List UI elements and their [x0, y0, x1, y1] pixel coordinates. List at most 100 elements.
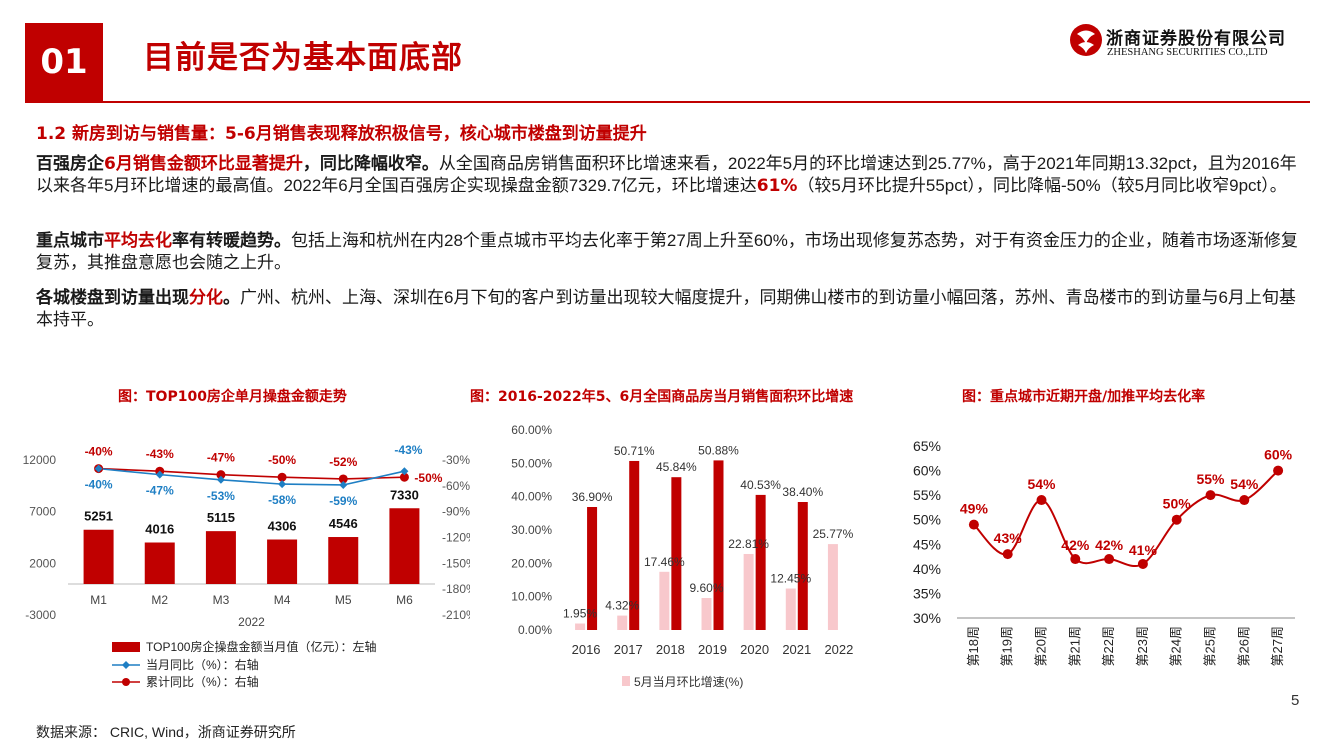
monthly-yoy-label: -53%: [207, 489, 235, 503]
june-bar-2019: [713, 460, 724, 630]
bar-value-label: 5115: [207, 510, 235, 525]
may-bar-2022: [827, 544, 838, 630]
cumulative-yoy-label: -43%: [146, 447, 174, 461]
paragraph-lead: 各城楼盘到访量出现: [36, 288, 189, 308]
sell-through-point: [1137, 558, 1148, 569]
sell-through-point: [1205, 490, 1216, 501]
sell-through-label: 42%: [1095, 537, 1124, 553]
logo-chinese-name: 浙商证券股份有限公司: [1106, 29, 1286, 49]
cumulative-yoy-point: [216, 470, 226, 480]
x-tick-label: M6: [396, 593, 413, 607]
y-tick-label: 35%: [913, 585, 941, 601]
logo-english-name: ZHESHANG SECURITIES CO.,LTD: [1107, 47, 1268, 58]
x-tick-label: 2020: [740, 642, 769, 657]
x-tick-label: 2018: [656, 642, 685, 657]
x-tick-label: 第26周: [1236, 626, 1251, 666]
bar-value-label: 4546: [329, 516, 358, 531]
y-tick-label: 30.00%: [511, 523, 552, 537]
paragraph-visits: 各城楼盘到访量出现分化。广州、杭州、上海、深圳在6月下旬的客户到访量出现较大幅度…: [36, 287, 1301, 330]
x-tick-label: 2017: [614, 642, 643, 657]
sell-through-label: 50%: [1163, 496, 1192, 512]
june-value-label: 36.90%: [572, 490, 613, 504]
zheshang-logo-icon: [1070, 24, 1102, 56]
x-tick-label: 第27周: [1270, 626, 1285, 666]
legend-may-label: 5月当月环比增速(%): [634, 675, 743, 689]
bar-M5: [328, 537, 359, 584]
sell-through-label: 54%: [1230, 476, 1259, 492]
cumulative-yoy-label: -47%: [207, 451, 235, 465]
paragraph-sales: 百强房企6月销售金额环比显著提升，同比降幅收窄。从全国商品房销售面积环比增速来看…: [36, 153, 1301, 197]
paragraph-body-tail: （较5月环比提升55pct），同比降幅-50%（较5月同比收窄9pct）。: [797, 176, 1287, 195]
page-title: 目前是否为基本面底部: [143, 40, 463, 76]
chart-may-june-growth: 60.00% 50.00% 40.00% 30.00% 20.00% 10.00% 0.00…: [511, 423, 853, 689]
monthly-yoy-label: -59%: [329, 494, 357, 508]
bar-value-label: 4306: [268, 519, 297, 534]
sell-through-label: 49%: [960, 501, 989, 517]
may-value-label: 1.95%: [563, 607, 597, 621]
x-tick-label: 第21周: [1067, 626, 1082, 666]
sell-through-label: 41%: [1129, 542, 1158, 558]
paragraph-lead-highlight: 分化: [189, 288, 223, 308]
section-number-badge: 01: [25, 23, 103, 101]
left-axis-tick-label: 7000: [29, 505, 56, 519]
x-tick-label: 2021: [782, 642, 811, 657]
may-value-label: 9.60%: [689, 581, 723, 595]
monthly-yoy-point: [216, 475, 225, 484]
y-tick-label: 60.00%: [511, 423, 552, 437]
chart3-title: 图：重点城市近期开盘/加推平均去化率: [962, 389, 1206, 405]
june-bar-2021: [797, 502, 808, 630]
chart-sell-through-rate: 65%60%55%50%45%40%35%30%49%43%54%42% 42% 4…: [913, 438, 1295, 666]
y-tick-label: 20.00%: [511, 556, 552, 570]
june-value-label: 50.88%: [698, 443, 739, 457]
monthly-yoy-label: -43%: [394, 443, 422, 457]
paragraph-body: 广州、杭州、上海、深圳在6月下旬的客户到访量出现较大幅度提升，同期佛山楼市的到访…: [36, 288, 1296, 329]
y-tick-label: 30%: [913, 610, 941, 626]
june-bar-2020: [755, 494, 766, 630]
bar-M2: [144, 542, 175, 584]
right-axis-tick-label: -60%: [442, 479, 470, 493]
right-axis-tick-label: -120%: [442, 531, 470, 545]
monthly-yoy-label: -58%: [268, 493, 296, 507]
y-tick-label: 55%: [913, 487, 941, 503]
monthly-yoy-point: [400, 467, 409, 476]
x-tick-label: 第18周: [966, 626, 981, 666]
x-tick-label: M1: [90, 593, 107, 607]
legend-monthly-swatch-marker: [122, 661, 130, 669]
may-value-label: 22.81%: [728, 537, 769, 551]
sell-through-label: 54%: [1027, 476, 1056, 492]
paragraph-sell-through: 重点城市平均去化率有转暖趋势。包括上海和杭州在内28个重点城市平均去化率于第27…: [36, 230, 1301, 273]
may-value-label: 4.32%: [605, 599, 639, 613]
cumulative-yoy-point: [338, 474, 348, 484]
x-tick-label: 第24周: [1169, 626, 1184, 666]
sell-through-label: 43%: [994, 530, 1023, 546]
bar-M4: [267, 539, 298, 584]
y-tick-label: 50.00%: [511, 456, 552, 470]
monthly-yoy-point: [155, 470, 164, 479]
may-bar-2019: [701, 598, 712, 630]
x-tick-label: M2: [151, 593, 168, 607]
legend-bar-swatch: [112, 642, 140, 652]
sell-through-point: [1104, 554, 1115, 565]
may-bar-2017: [617, 615, 628, 630]
cumulative-yoy-label: -50%: [268, 453, 296, 467]
legend-may-swatch: [622, 676, 630, 686]
cumulative-yoy-point: [277, 472, 287, 482]
sell-through-point: [1002, 549, 1013, 560]
monthly-yoy-label: -47%: [146, 484, 174, 498]
y-tick-label: 65%: [913, 438, 941, 454]
sell-through-point: [1036, 495, 1047, 506]
june-value-label: 40.53%: [740, 478, 781, 492]
right-axis-tick-label: -150%: [442, 556, 470, 570]
paragraph-lead-tail: ，同比降幅收窄。: [302, 154, 439, 174]
y-tick-label: 50%: [913, 512, 941, 528]
x-tick-label: 第23周: [1135, 626, 1150, 666]
x-tick-label: 2019: [698, 642, 727, 657]
monthly-yoy-label: -40%: [85, 478, 113, 492]
may-bar-2020: [743, 553, 754, 630]
cumulative-yoy-label: -52%: [329, 455, 357, 469]
legend-monthly-label: 当月同比（%）：右轴: [146, 657, 259, 672]
bar-M6: [389, 508, 420, 584]
sell-through-point: [968, 519, 979, 530]
legend-bar-label: TOP100房企操盘金额当月值（亿元）：左轴: [146, 639, 376, 654]
y-tick-label: 45%: [913, 536, 941, 552]
